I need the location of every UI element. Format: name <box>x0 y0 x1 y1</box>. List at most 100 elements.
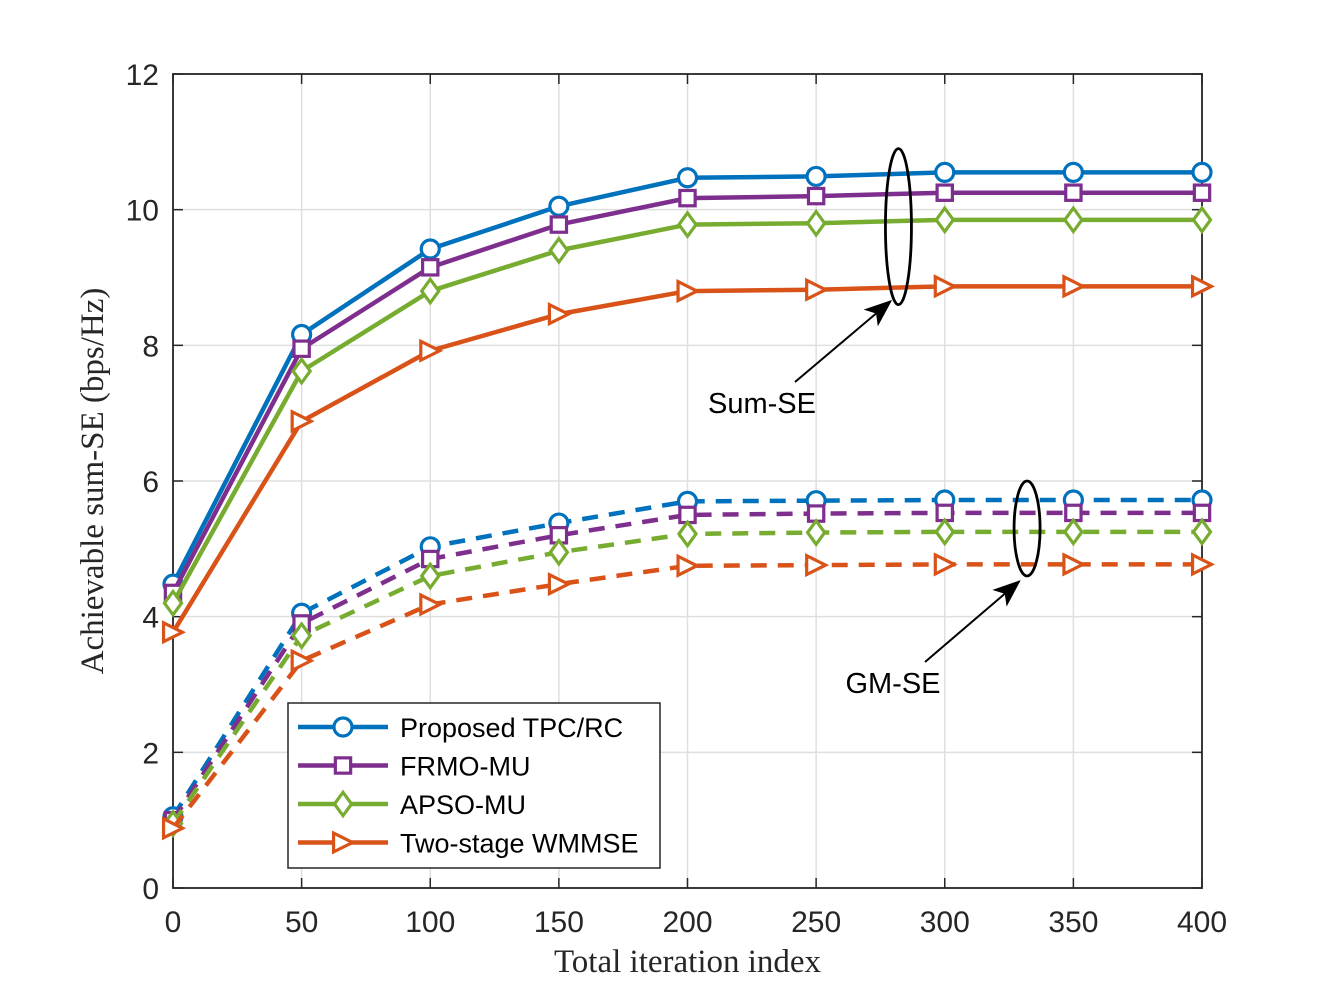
x-tick-label: 350 <box>1048 906 1098 939</box>
diamond-marker <box>1062 205 1084 235</box>
legend-label: Proposed TPC/RC <box>400 713 623 743</box>
y-tick-label: 6 <box>142 466 159 499</box>
x-tick-label: 50 <box>285 906 318 939</box>
series-line <box>171 562 1202 830</box>
circle-marker <box>1062 161 1084 183</box>
annotation-arrow <box>924 580 1021 663</box>
circle-marker <box>676 167 699 189</box>
series-sum-se-1 <box>163 183 1212 603</box>
diamond-marker <box>291 356 313 386</box>
y-tick-label: 8 <box>142 330 159 363</box>
legend-label: Two-stage WMMSE <box>400 829 639 859</box>
annotation-arrow <box>794 299 893 383</box>
tick-labels: 0 50 100 150 200 250 300 350 400 0 2 4 6 8 10 12 <box>126 59 1227 939</box>
circle-marker <box>548 195 570 217</box>
x-tick-label: 400 <box>1177 906 1227 939</box>
x-tick-label: 250 <box>791 906 841 939</box>
diamond-marker <box>676 519 699 549</box>
triangle-marker <box>1062 274 1087 299</box>
square-marker <box>806 186 826 206</box>
diamond-marker <box>332 789 354 819</box>
annotation-label: GM-SE <box>845 668 940 700</box>
series-gm-se-7 <box>161 552 1216 841</box>
series-line <box>171 510 1202 822</box>
diamond-marker <box>548 235 570 265</box>
legend-item: APSO-MU <box>298 789 526 820</box>
triangle-marker <box>933 274 958 299</box>
annotation-ellipse <box>884 147 913 307</box>
square-marker <box>292 339 311 358</box>
x-axis-title: Total iteration index <box>554 944 822 980</box>
legend-item: FRMO-MU <box>298 752 530 782</box>
triangle-marker <box>805 277 830 302</box>
legend-item: Proposed TPC/RC <box>298 713 623 743</box>
plot-frame <box>172 73 1203 889</box>
triangle-marker <box>547 572 572 597</box>
series-sum-se-3 <box>161 274 1216 645</box>
diamond-marker <box>676 210 699 240</box>
legend-label: FRMO-MU <box>400 752 530 782</box>
diamond-marker <box>1191 205 1213 235</box>
annotation-label: Sum-SE <box>708 388 816 420</box>
diamond-marker <box>805 208 827 238</box>
triangle-marker <box>1062 552 1087 577</box>
diamond-marker <box>934 205 956 235</box>
triangle-marker <box>161 816 187 841</box>
diamond-marker <box>419 561 441 591</box>
axes <box>172 73 1203 889</box>
x-tick-label: 0 <box>165 906 182 939</box>
y-tick-label: 0 <box>142 873 159 906</box>
x-tick-label: 100 <box>405 906 455 939</box>
diamond-marker <box>805 518 827 547</box>
series-group <box>161 161 1216 841</box>
y-tick-label: 4 <box>142 602 159 635</box>
circle-marker <box>332 716 354 738</box>
circle-marker <box>805 165 827 188</box>
y-tick-label: 12 <box>126 59 159 92</box>
diamond-marker <box>548 537 570 567</box>
triangle-marker <box>419 592 444 617</box>
square-marker <box>549 215 569 234</box>
legend-label: APSO-MU <box>400 790 526 820</box>
diamond-marker <box>1191 517 1213 547</box>
diamond-marker <box>934 517 956 547</box>
annotation-gm-se: GM-SE <box>845 479 1042 700</box>
y-tick-label: 2 <box>142 737 159 770</box>
series-sum-se-2 <box>162 205 1213 618</box>
x-tick-label: 200 <box>662 906 712 939</box>
square-marker <box>1192 183 1212 202</box>
square-marker <box>333 756 353 775</box>
triangle-marker <box>331 830 357 855</box>
annotation-ellipse <box>1012 479 1042 578</box>
triangle-marker <box>933 552 958 577</box>
y-tick-label: 10 <box>126 195 159 228</box>
triangle-marker <box>805 553 830 578</box>
square-marker <box>935 183 954 202</box>
annotations: Sum-SE GM-SE <box>708 147 1042 700</box>
triangle-marker <box>1190 552 1216 577</box>
x-tick-label: 300 <box>920 906 970 939</box>
circle-marker <box>419 238 441 260</box>
triangle-marker <box>290 409 315 434</box>
diamond-marker <box>1062 517 1084 547</box>
triangle-marker <box>161 620 187 645</box>
triangle-marker <box>676 553 701 578</box>
diamond-marker <box>291 621 313 651</box>
triangle-marker <box>676 279 701 304</box>
square-marker <box>678 188 697 208</box>
square-marker <box>1064 183 1083 202</box>
triangle-marker <box>290 648 315 673</box>
annotation-sum-se: Sum-SE <box>708 147 913 420</box>
circle-marker <box>934 161 956 183</box>
diamond-marker <box>162 588 184 618</box>
diamond-marker <box>419 276 441 306</box>
x-tick-label: 150 <box>534 906 584 939</box>
legend-item: Two-stage WMMSE <box>298 829 639 859</box>
circle-marker <box>1191 161 1213 183</box>
triangle-marker <box>547 302 572 327</box>
triangle-marker <box>1190 274 1216 299</box>
y-axis-title: Achievable sum-SE (bps/Hz) <box>75 288 111 675</box>
square-marker <box>421 258 440 277</box>
triangle-marker <box>419 338 444 363</box>
